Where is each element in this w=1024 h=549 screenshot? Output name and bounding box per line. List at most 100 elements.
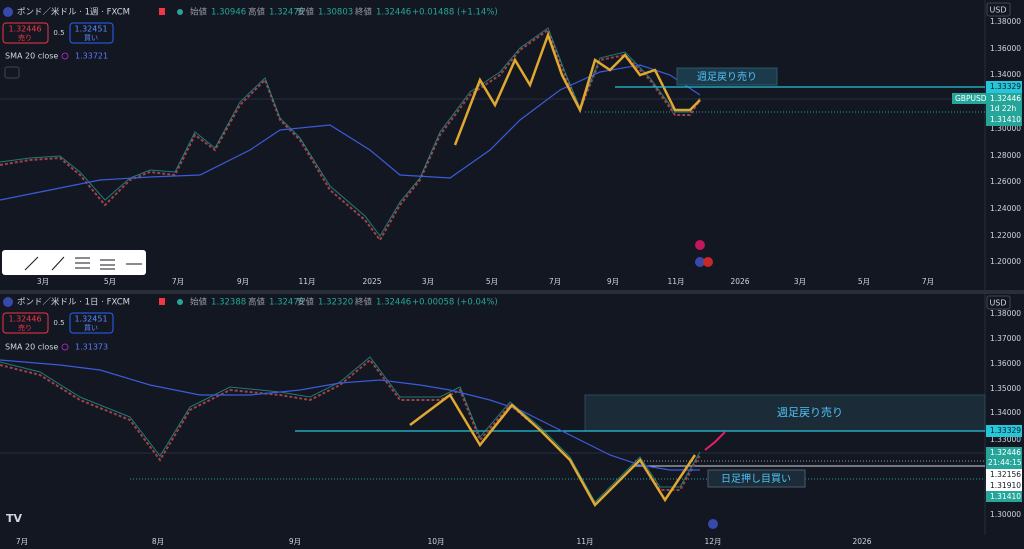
time-tick: 5月 — [486, 277, 498, 286]
price-tag-text: 1.32156 — [990, 470, 1021, 479]
price-tag-text: 1.31410 — [990, 492, 1021, 501]
buy-price[interactable]: 1.32451 — [74, 25, 107, 34]
annotation: 日足押し目買い — [721, 472, 791, 485]
indicator-value: 1.33721 — [75, 52, 108, 61]
ohlc-value: 1.32388 — [211, 298, 246, 308]
indicator: SMA 20 close — [5, 52, 58, 61]
price-tick: 1.38000 — [990, 17, 1021, 26]
countdown: 21:44:15 — [988, 458, 1022, 467]
time-tick: 2026 — [852, 537, 871, 546]
event-icon — [695, 257, 705, 267]
price-tag-text: 1.33329 — [990, 82, 1021, 91]
sma-line — [0, 64, 701, 201]
ohlc-value: 1.30946 — [211, 8, 246, 18]
indicator-value: 1.31373 — [75, 343, 108, 352]
time-tick: 11月 — [667, 277, 684, 286]
price-tick: 1.33000 — [990, 435, 1021, 444]
panel-divider — [0, 290, 1024, 294]
time-tick: 11月 — [298, 277, 315, 286]
symbol-tag — [952, 93, 986, 104]
price-tick: 1.22000 — [990, 231, 1021, 240]
spread: 0.5 — [53, 319, 64, 327]
sma-line — [0, 359, 700, 471]
buy-button[interactable] — [69, 22, 114, 44]
time-tick: 9月 — [237, 277, 249, 286]
time-tick: 11月 — [576, 537, 593, 546]
event-icon — [708, 519, 718, 529]
buy-price[interactable]: 1.32451 — [74, 315, 107, 324]
annotation-box — [676, 67, 778, 86]
event-icon — [695, 240, 705, 250]
price-tick: 1.26000 — [990, 177, 1021, 186]
price-tick: 1.30000 — [990, 510, 1021, 519]
zigzag-line — [453, 31, 701, 146]
currency[interactable]: USD — [989, 6, 1006, 15]
flag-icon — [159, 8, 165, 15]
buy-label[interactable]: 買い — [84, 34, 98, 42]
sell-price[interactable]: 1.32446 — [8, 25, 41, 34]
ohlc-value: 1.32479 — [269, 8, 304, 18]
symbol: ポンド／米ドル · 1週 · FXCM — [17, 7, 130, 18]
top-panel: 週足戻り売り ポンド／米ドル · 1週 · FXCM 始値 1.30946 高値… — [0, 0, 1022, 290]
sell-button[interactable] — [2, 312, 49, 334]
time-tick: 3月 — [37, 277, 49, 286]
currency-button[interactable] — [986, 295, 1011, 310]
arrow — [704, 431, 726, 451]
time-tick: 7月 — [16, 537, 28, 546]
time-axis: 7月 8月 9月 10月 11月 12月 2026 — [16, 537, 872, 546]
ohlc-label: 始値 — [190, 297, 208, 308]
buy-label[interactable]: 買い — [84, 324, 98, 332]
buy-button[interactable] — [69, 312, 114, 334]
symbol-icon — [3, 297, 13, 307]
ohlc-label: 安値 — [297, 7, 315, 18]
price-series-outline — [0, 27, 701, 237]
zigzag-line — [409, 393, 697, 508]
event-icon — [703, 257, 713, 267]
ohlc-label: 終値 — [355, 297, 373, 308]
price-tick: 1.30000 — [990, 124, 1021, 133]
ohlc-value: 1.32320 — [318, 298, 353, 308]
currency-button[interactable] — [986, 2, 1011, 17]
last-price: 1.32446 — [990, 94, 1021, 103]
price-tag-text: 1.31910 — [990, 481, 1021, 490]
price-tick: 1.35000 — [990, 384, 1021, 393]
change: +0.01488 (+1.14%) — [412, 8, 498, 18]
ohlc-label: 安値 — [297, 297, 315, 308]
annotation: 週足戻り売り — [697, 70, 757, 83]
time-tick: 2026 — [730, 277, 749, 286]
price-tag — [986, 491, 1022, 502]
ohlc-value: 1.32479 — [269, 298, 304, 308]
sell-label[interactable]: 売り — [18, 323, 32, 332]
price-series-outline — [0, 356, 701, 503]
symbol-icon — [3, 7, 13, 17]
sell-button[interactable] — [2, 22, 49, 44]
sell-label[interactable]: 売り — [18, 33, 32, 42]
ohlc-value: 1.32446 — [376, 298, 411, 308]
currency[interactable]: USD — [989, 299, 1006, 308]
price-tick: 1.34000 — [990, 70, 1021, 79]
time-tick: 7月 — [549, 277, 561, 286]
time-tick: 5月 — [104, 277, 116, 286]
price-tag-text: 1.33329 — [990, 426, 1021, 435]
time-tick: 9月 — [607, 277, 619, 286]
price-tag — [986, 469, 1022, 480]
ohlc-label: 高値 — [248, 7, 266, 18]
drawing-toolbar — [2, 250, 146, 275]
sell-price[interactable]: 1.32446 — [8, 315, 41, 324]
price-tag — [986, 115, 1022, 126]
toolbar-icons[interactable] — [24, 256, 142, 271]
price-tick: 1.37000 — [990, 334, 1021, 343]
symbol-tag-text: GBPUSD — [955, 94, 987, 103]
ohlc-value: 1.32446 — [376, 8, 411, 18]
price-series — [0, 28, 701, 242]
indicator: SMA 20 close — [5, 343, 58, 352]
price-tag — [986, 480, 1022, 491]
indicator-icon[interactable] — [61, 52, 69, 60]
price-tag — [986, 81, 1022, 93]
indicator-icon[interactable] — [61, 343, 69, 351]
price-tag — [986, 425, 1022, 437]
time-axis: 3月 5月 7月 9月 11月 2025 3月 5月 7月 9月 11月 202… — [37, 277, 934, 286]
annotation-box — [707, 469, 806, 488]
collapse-button[interactable] — [4, 66, 20, 79]
